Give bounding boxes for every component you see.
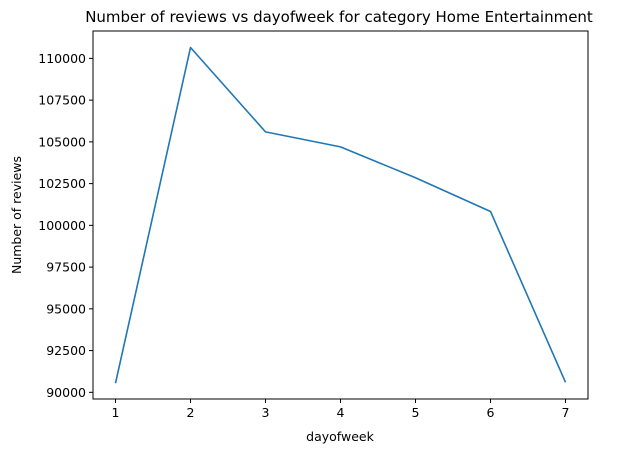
y-tick-label: 102500	[38, 176, 86, 191]
y-tick-label: 107500	[38, 93, 86, 108]
y-tick-label: 110000	[38, 51, 86, 66]
y-tick-label: 100000	[38, 218, 86, 233]
series-line-0	[116, 48, 566, 384]
y-tick-label: 105000	[38, 134, 86, 149]
x-axis: 1 2 3 4 5 6 7	[112, 399, 570, 420]
x-tick-label: 2	[187, 405, 195, 420]
y-tick-label: 95000	[46, 301, 86, 316]
x-tick-label: 6	[487, 405, 495, 420]
y-axis: 90000 92500 95000 97500 100000 102500 105000 10…	[38, 51, 93, 400]
y-tick-label: 97500	[46, 260, 86, 275]
x-tick-label: 7	[562, 405, 570, 420]
x-tick-label: 1	[112, 405, 120, 420]
x-tick-label: 5	[412, 405, 420, 420]
chart-title: Number of reviews vs dayofweek for categ…	[85, 8, 593, 26]
y-tick-label: 90000	[46, 385, 86, 400]
y-tick-label: 92500	[46, 343, 86, 358]
series-layer	[115, 48, 565, 384]
x-tick-label: 3	[262, 405, 270, 420]
x-axis-label: dayofweek	[306, 429, 374, 444]
plot-area-frame	[93, 31, 588, 399]
x-tick-label: 4	[337, 405, 345, 420]
y-axis-label: Number of reviews	[9, 156, 24, 274]
